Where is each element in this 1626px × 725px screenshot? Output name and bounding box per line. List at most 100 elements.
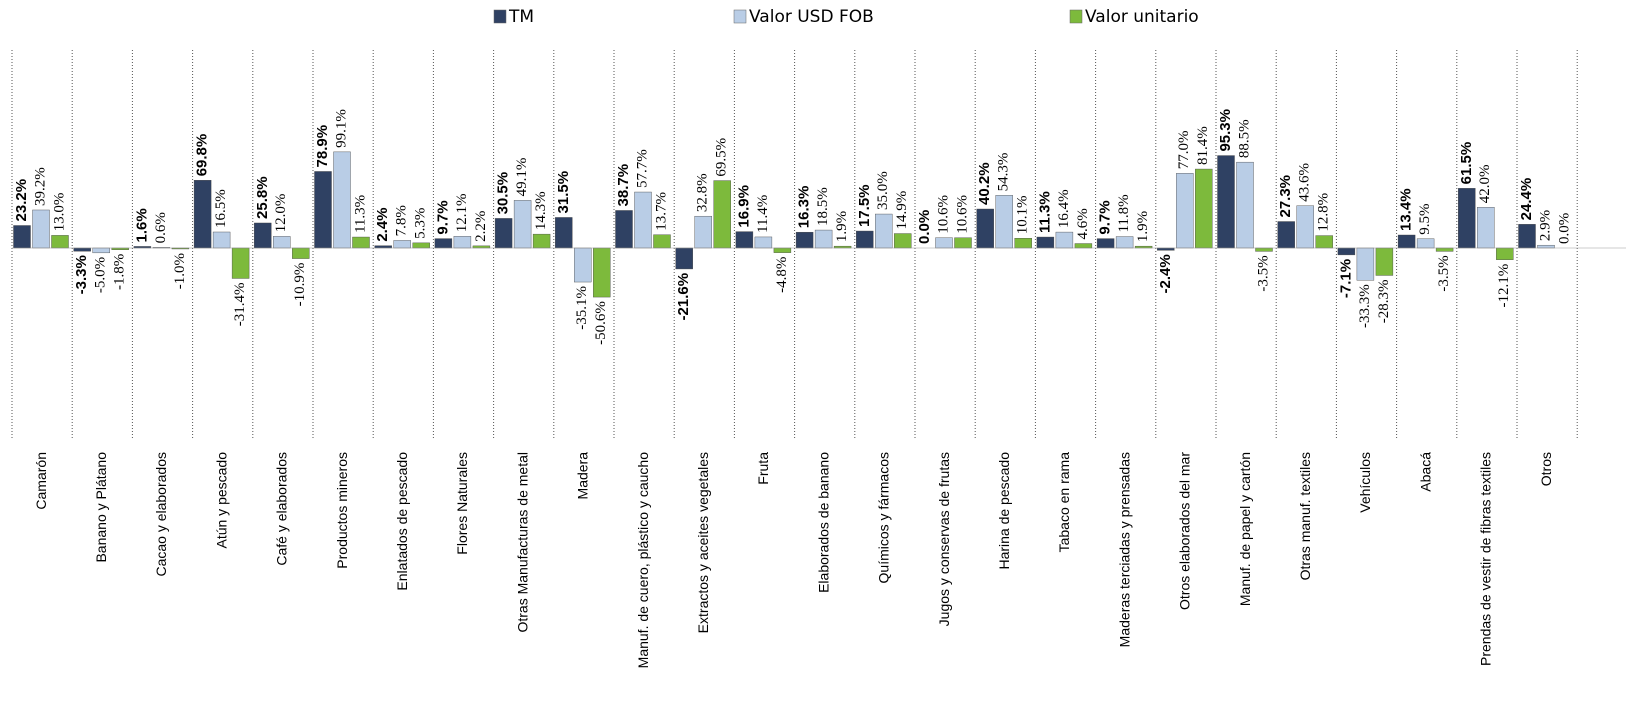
data-label: 57.7% <box>634 149 650 188</box>
bar <box>193 180 212 249</box>
x-tick-label: Camarón <box>33 452 49 510</box>
data-label: -31.4% <box>232 282 248 326</box>
data-label: -3.5% <box>1255 255 1271 291</box>
bar <box>875 213 893 249</box>
bar <box>352 236 370 249</box>
bar <box>773 247 792 253</box>
data-label: -35.1% <box>574 286 590 330</box>
bar <box>675 247 693 270</box>
bar <box>472 245 491 249</box>
data-label: -4.8% <box>774 257 790 293</box>
bar <box>1375 247 1394 276</box>
bar <box>1435 247 1454 252</box>
bar <box>976 208 994 249</box>
data-label: 11.4% <box>755 195 771 233</box>
data-label: 18.5% <box>815 187 831 226</box>
bar <box>694 215 712 249</box>
data-label: 14.3% <box>533 191 549 230</box>
data-label: 16.3% <box>796 186 813 229</box>
data-label: -33.3% <box>1357 284 1373 328</box>
data-label: -12.1% <box>1496 264 1512 308</box>
legend-label: Valor USD FOB <box>749 7 874 27</box>
x-tick-label: Otras manuf. textiles <box>1297 452 1313 580</box>
data-label: -10.9% <box>292 263 308 307</box>
bar <box>374 245 392 249</box>
data-label: 69.5% <box>714 138 730 177</box>
data-label: 10.1% <box>1015 195 1031 234</box>
bar <box>1496 247 1514 260</box>
data-label: 2.4% <box>374 207 391 241</box>
x-tick-label: Banano y Plátano <box>93 452 109 563</box>
x-tick-label: Vehículos <box>1357 452 1373 513</box>
bar <box>1416 238 1435 249</box>
data-label: 38.7% <box>615 164 632 207</box>
bar <box>1537 244 1555 249</box>
bar <box>653 234 671 249</box>
data-label: 13.7% <box>653 192 669 231</box>
data-label: 5.3% <box>413 208 429 239</box>
data-label: -3.3% <box>73 255 90 294</box>
data-label: 95.3% <box>1217 109 1234 152</box>
bar <box>51 235 69 249</box>
bar <box>453 236 472 249</box>
x-tick-label: Elaborados de banano <box>815 452 831 593</box>
bar <box>795 231 814 249</box>
bar <box>333 151 351 249</box>
bar <box>935 237 953 249</box>
bar <box>393 240 411 249</box>
data-label: 10.6% <box>954 195 970 234</box>
bar <box>1315 235 1333 249</box>
data-label: 13.0% <box>51 193 67 232</box>
data-label: 12.8% <box>1316 193 1332 232</box>
legend-swatch <box>733 9 747 24</box>
x-tick-label: Enlatados de pescado <box>394 452 410 591</box>
legend-swatch <box>493 9 507 24</box>
bar <box>856 230 874 249</box>
bar <box>995 195 1013 249</box>
data-label: -50.6% <box>593 301 609 345</box>
data-label: -2.4% <box>1157 254 1174 293</box>
x-tick-label: Maderas terciadas y prensadas <box>1116 452 1132 647</box>
x-tick-label: Prendas de vestir de fibras textiles <box>1478 452 1494 666</box>
bar <box>212 231 231 249</box>
data-label: 9.5% <box>1417 204 1433 235</box>
data-label: 54.3% <box>996 153 1012 192</box>
data-label: 42.0% <box>1477 165 1493 204</box>
data-label: 32.8% <box>695 173 711 212</box>
data-label: 35.0% <box>875 171 891 210</box>
bar <box>1518 224 1536 249</box>
data-label: -3.5% <box>1436 255 1452 291</box>
data-label: 61.5% <box>1458 142 1475 185</box>
bar <box>1356 247 1375 281</box>
bar <box>1074 243 1093 249</box>
bar <box>1255 247 1273 252</box>
bar <box>1157 247 1175 251</box>
data-label: 7.8% <box>394 205 410 236</box>
x-tick-label: Extractos y aceites vegetales <box>695 452 711 633</box>
x-tick-label: Otros elaborados del mar <box>1177 452 1193 610</box>
data-label: -7.1% <box>1337 259 1354 298</box>
data-label: 2.2% <box>473 211 489 242</box>
legend-label: Valor unitario <box>1085 7 1199 27</box>
bar <box>574 247 592 283</box>
bar <box>231 247 250 279</box>
data-label: 13.4% <box>1398 188 1415 231</box>
data-label: -1.0% <box>172 253 188 289</box>
data-label: 40.2% <box>976 162 993 205</box>
data-label: -21.6% <box>675 273 692 321</box>
bar <box>1014 238 1032 249</box>
x-tick-label: Tabaco en rama <box>1056 452 1072 553</box>
data-label: 88.5% <box>1236 119 1252 158</box>
x-tick-label: Harina de pescado <box>996 452 1012 570</box>
data-label: 14.9% <box>894 191 910 230</box>
data-label: 30.5% <box>495 172 512 215</box>
x-tick-label: Productos mineros <box>334 452 350 569</box>
bar <box>1055 231 1074 249</box>
x-tick-label: Fruta <box>755 452 771 485</box>
bar <box>954 237 972 249</box>
data-label: -28.3% <box>1376 279 1392 323</box>
data-label: 39.2% <box>32 167 48 206</box>
bar <box>713 180 731 249</box>
data-label: 11.3% <box>352 195 368 233</box>
bar <box>532 233 551 249</box>
